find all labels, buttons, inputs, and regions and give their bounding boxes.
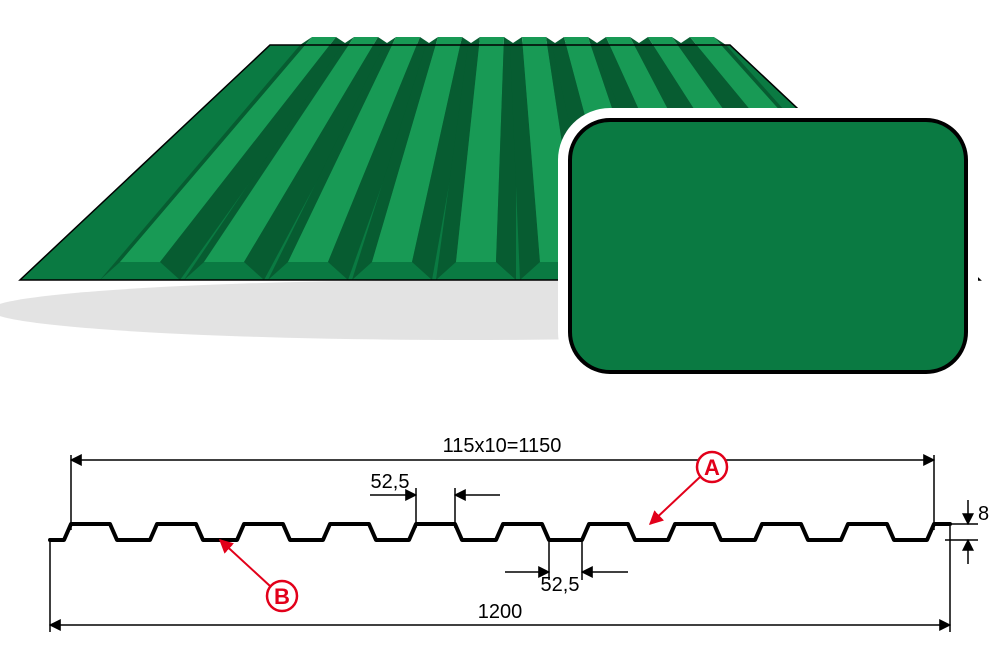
marker-b-label: B xyxy=(274,584,290,609)
dim-top-rib: 52,5 xyxy=(370,471,500,528)
dim-height: 8 xyxy=(945,500,989,564)
dim-module-width-label: 115x10=1150 xyxy=(443,435,562,457)
technical-drawing: 115x10=1150 52,5 52,5 8 xyxy=(50,435,989,632)
profile-path xyxy=(50,524,950,540)
figure-canvas: 115x10=1150 52,5 52,5 8 xyxy=(0,0,1000,658)
color-swatch xyxy=(558,108,978,384)
marker-a-label: A xyxy=(704,455,720,480)
dim-top-rib-label: 52,5 xyxy=(371,471,410,493)
dim-bottom-rib: 52,5 xyxy=(505,538,628,596)
marker-b: B xyxy=(220,540,297,611)
dim-bottom-rib-label: 52,5 xyxy=(541,574,580,596)
swatch-fill xyxy=(570,120,966,372)
profile-path-group xyxy=(50,524,950,540)
dim-overall-label: 1200 xyxy=(478,601,523,623)
dim-height-label: 8 xyxy=(978,503,989,525)
marker-a: A xyxy=(650,452,727,524)
dim-module-width: 115x10=1150 xyxy=(71,435,934,530)
